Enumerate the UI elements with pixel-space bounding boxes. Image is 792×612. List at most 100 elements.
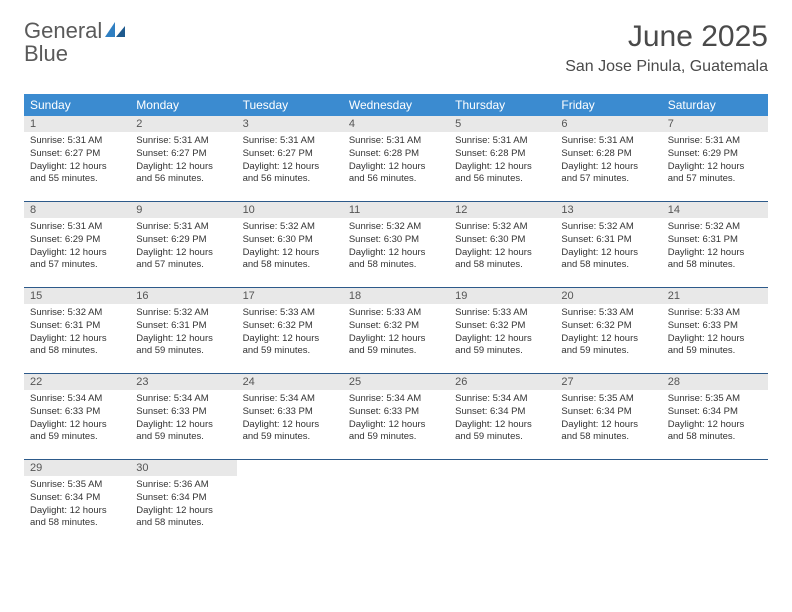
day-details: Sunrise: 5:33 AMSunset: 6:32 PMDaylight:… xyxy=(343,304,449,364)
calendar-cell: 17Sunrise: 5:33 AMSunset: 6:32 PMDayligh… xyxy=(237,288,343,374)
month-title: June 2025 xyxy=(565,20,768,54)
logo: General Blue xyxy=(24,20,126,66)
day-details: Sunrise: 5:32 AMSunset: 6:31 PMDaylight:… xyxy=(555,218,661,278)
day-number: 30 xyxy=(130,460,236,476)
day-details: Sunrise: 5:33 AMSunset: 6:32 PMDaylight:… xyxy=(555,304,661,364)
day-number: 1 xyxy=(24,116,130,132)
logo-text-wrap: General Blue xyxy=(24,20,126,66)
header: General Blue June 2025 San Jose Pinula, … xyxy=(24,20,768,76)
day-number: 28 xyxy=(662,374,768,390)
calendar-cell-empty xyxy=(237,460,343,546)
day-details: Sunrise: 5:35 AMSunset: 6:34 PMDaylight:… xyxy=(555,390,661,450)
calendar-cell: 6Sunrise: 5:31 AMSunset: 6:28 PMDaylight… xyxy=(555,116,661,202)
calendar-cell: 12Sunrise: 5:32 AMSunset: 6:30 PMDayligh… xyxy=(449,202,555,288)
day-number: 14 xyxy=(662,202,768,218)
day-details: Sunrise: 5:31 AMSunset: 6:27 PMDaylight:… xyxy=(237,132,343,192)
weekday-tuesday: Tuesday xyxy=(237,94,343,116)
calendar-cell: 10Sunrise: 5:32 AMSunset: 6:30 PMDayligh… xyxy=(237,202,343,288)
day-details: Sunrise: 5:31 AMSunset: 6:28 PMDaylight:… xyxy=(343,132,449,192)
calendar-body: 1Sunrise: 5:31 AMSunset: 6:27 PMDaylight… xyxy=(24,116,768,546)
day-details: Sunrise: 5:31 AMSunset: 6:27 PMDaylight:… xyxy=(24,132,130,192)
weekday-wednesday: Wednesday xyxy=(343,94,449,116)
day-number: 3 xyxy=(237,116,343,132)
day-details: Sunrise: 5:31 AMSunset: 6:28 PMDaylight:… xyxy=(449,132,555,192)
location: San Jose Pinula, Guatemala xyxy=(565,58,768,76)
calendar-cell: 14Sunrise: 5:32 AMSunset: 6:31 PMDayligh… xyxy=(662,202,768,288)
page: General Blue June 2025 San Jose Pinula, … xyxy=(0,0,792,566)
calendar-cell: 22Sunrise: 5:34 AMSunset: 6:33 PMDayligh… xyxy=(24,374,130,460)
day-number: 15 xyxy=(24,288,130,304)
weekday-saturday: Saturday xyxy=(662,94,768,116)
calendar-cell: 3Sunrise: 5:31 AMSunset: 6:27 PMDaylight… xyxy=(237,116,343,202)
day-details: Sunrise: 5:31 AMSunset: 6:28 PMDaylight:… xyxy=(555,132,661,192)
calendar-cell: 4Sunrise: 5:31 AMSunset: 6:28 PMDaylight… xyxy=(343,116,449,202)
day-details: Sunrise: 5:33 AMSunset: 6:32 PMDaylight:… xyxy=(237,304,343,364)
calendar-cell: 9Sunrise: 5:31 AMSunset: 6:29 PMDaylight… xyxy=(130,202,236,288)
day-number: 27 xyxy=(555,374,661,390)
day-details: Sunrise: 5:31 AMSunset: 6:29 PMDaylight:… xyxy=(662,132,768,192)
day-number: 20 xyxy=(555,288,661,304)
day-details: Sunrise: 5:31 AMSunset: 6:27 PMDaylight:… xyxy=(130,132,236,192)
calendar-cell: 23Sunrise: 5:34 AMSunset: 6:33 PMDayligh… xyxy=(130,374,236,460)
day-number: 16 xyxy=(130,288,236,304)
logo-text-blue: Blue xyxy=(24,41,68,66)
calendar-cell: 20Sunrise: 5:33 AMSunset: 6:32 PMDayligh… xyxy=(555,288,661,374)
weekday-thursday: Thursday xyxy=(449,94,555,116)
day-details: Sunrise: 5:32 AMSunset: 6:30 PMDaylight:… xyxy=(343,218,449,278)
day-number: 25 xyxy=(343,374,449,390)
day-number: 9 xyxy=(130,202,236,218)
weekday-monday: Monday xyxy=(130,94,236,116)
day-number: 2 xyxy=(130,116,236,132)
day-number: 7 xyxy=(662,116,768,132)
day-number: 6 xyxy=(555,116,661,132)
day-number: 12 xyxy=(449,202,555,218)
calendar-cell-empty xyxy=(449,460,555,546)
calendar-cell: 30Sunrise: 5:36 AMSunset: 6:34 PMDayligh… xyxy=(130,460,236,546)
calendar-cell: 21Sunrise: 5:33 AMSunset: 6:33 PMDayligh… xyxy=(662,288,768,374)
day-details: Sunrise: 5:32 AMSunset: 6:30 PMDaylight:… xyxy=(237,218,343,278)
day-number: 5 xyxy=(449,116,555,132)
day-number: 24 xyxy=(237,374,343,390)
day-details: Sunrise: 5:33 AMSunset: 6:33 PMDaylight:… xyxy=(662,304,768,364)
calendar-cell: 28Sunrise: 5:35 AMSunset: 6:34 PMDayligh… xyxy=(662,374,768,460)
day-number: 29 xyxy=(24,460,130,476)
day-details: Sunrise: 5:31 AMSunset: 6:29 PMDaylight:… xyxy=(24,218,130,278)
day-number: 8 xyxy=(24,202,130,218)
day-details: Sunrise: 5:31 AMSunset: 6:29 PMDaylight:… xyxy=(130,218,236,278)
day-details: Sunrise: 5:36 AMSunset: 6:34 PMDaylight:… xyxy=(130,476,236,536)
calendar-cell: 11Sunrise: 5:32 AMSunset: 6:30 PMDayligh… xyxy=(343,202,449,288)
day-number: 21 xyxy=(662,288,768,304)
day-details: Sunrise: 5:34 AMSunset: 6:33 PMDaylight:… xyxy=(343,390,449,450)
day-details: Sunrise: 5:34 AMSunset: 6:33 PMDaylight:… xyxy=(237,390,343,450)
calendar-cell-empty xyxy=(343,460,449,546)
day-number: 4 xyxy=(343,116,449,132)
day-number: 17 xyxy=(237,288,343,304)
calendar-cell: 2Sunrise: 5:31 AMSunset: 6:27 PMDaylight… xyxy=(130,116,236,202)
day-number: 23 xyxy=(130,374,236,390)
logo-text-general: General xyxy=(24,18,102,43)
weekday-sunday: Sunday xyxy=(24,94,130,116)
calendar-cell-empty xyxy=(555,460,661,546)
day-details: Sunrise: 5:35 AMSunset: 6:34 PMDaylight:… xyxy=(24,476,130,536)
day-number: 19 xyxy=(449,288,555,304)
calendar-cell: 29Sunrise: 5:35 AMSunset: 6:34 PMDayligh… xyxy=(24,460,130,546)
day-details: Sunrise: 5:34 AMSunset: 6:34 PMDaylight:… xyxy=(449,390,555,450)
calendar-cell-empty xyxy=(662,460,768,546)
weekday-friday: Friday xyxy=(555,94,661,116)
calendar-cell: 26Sunrise: 5:34 AMSunset: 6:34 PMDayligh… xyxy=(449,374,555,460)
calendar-cell: 13Sunrise: 5:32 AMSunset: 6:31 PMDayligh… xyxy=(555,202,661,288)
day-details: Sunrise: 5:32 AMSunset: 6:30 PMDaylight:… xyxy=(449,218,555,278)
calendar-cell: 18Sunrise: 5:33 AMSunset: 6:32 PMDayligh… xyxy=(343,288,449,374)
day-number: 18 xyxy=(343,288,449,304)
day-number: 10 xyxy=(237,202,343,218)
day-details: Sunrise: 5:34 AMSunset: 6:33 PMDaylight:… xyxy=(130,390,236,450)
day-details: Sunrise: 5:32 AMSunset: 6:31 PMDaylight:… xyxy=(130,304,236,364)
calendar-cell: 15Sunrise: 5:32 AMSunset: 6:31 PMDayligh… xyxy=(24,288,130,374)
calendar-cell: 16Sunrise: 5:32 AMSunset: 6:31 PMDayligh… xyxy=(130,288,236,374)
calendar-cell: 5Sunrise: 5:31 AMSunset: 6:28 PMDaylight… xyxy=(449,116,555,202)
calendar-cell: 7Sunrise: 5:31 AMSunset: 6:29 PMDaylight… xyxy=(662,116,768,202)
calendar-cell: 24Sunrise: 5:34 AMSunset: 6:33 PMDayligh… xyxy=(237,374,343,460)
calendar-cell: 1Sunrise: 5:31 AMSunset: 6:27 PMDaylight… xyxy=(24,116,130,202)
day-number: 11 xyxy=(343,202,449,218)
day-number: 22 xyxy=(24,374,130,390)
